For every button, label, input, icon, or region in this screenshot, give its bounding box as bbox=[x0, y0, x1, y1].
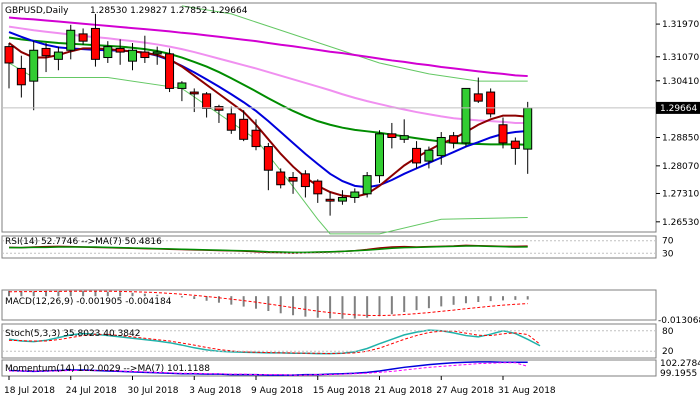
date-label: 15 Aug 2018 bbox=[313, 386, 371, 396]
candle-body bbox=[288, 176, 298, 182]
candle-body bbox=[103, 46, 113, 59]
candle-body bbox=[325, 198, 335, 202]
candle-body bbox=[510, 140, 520, 149]
candle-body bbox=[177, 82, 187, 89]
date-label: 21 Aug 2018 bbox=[375, 386, 433, 396]
candle-body bbox=[424, 149, 434, 162]
candle-body bbox=[152, 51, 162, 55]
candle-body bbox=[226, 113, 236, 131]
candle-body bbox=[436, 136, 446, 157]
candle-body bbox=[412, 147, 422, 164]
date-label: 3 Aug 2018 bbox=[189, 386, 241, 396]
macd-label: MACD(12,26,9) -0.001905 -0.004184 bbox=[5, 297, 172, 307]
panel-frame-macd bbox=[1, 289, 657, 321]
candle-body bbox=[523, 107, 533, 150]
candle-body bbox=[251, 129, 261, 148]
date-label: 9 Aug 2018 bbox=[251, 386, 303, 396]
candle-body bbox=[78, 33, 88, 42]
momentum-tick-label: 99.1955 bbox=[660, 369, 697, 379]
ohlc-values: 1.28530 1.29827 1.27852 1.29664 bbox=[90, 6, 248, 16]
last-price-box bbox=[656, 101, 700, 114]
candle-body bbox=[41, 47, 51, 57]
candle-body bbox=[4, 46, 14, 64]
candle-body bbox=[313, 180, 323, 195]
stochastic-tick-label: 20 bbox=[662, 347, 674, 357]
candle-body bbox=[214, 106, 224, 111]
rsi-label: RSI(14) 52.7746 -->MA(7) 50.4816 bbox=[5, 237, 162, 247]
candle-body bbox=[449, 135, 459, 144]
price-axis: 1.31970 1.31070 1.30410 1.28850 1.28070 1.273… bbox=[656, 20, 700, 228]
stochastic-tick-label: 80 bbox=[662, 327, 674, 337]
momentum-ma-line bbox=[9, 362, 528, 376]
rsi-tick-label: 30 bbox=[662, 249, 674, 259]
candlesticks bbox=[4, 13, 533, 216]
momentum-tick-label: 102.2784 bbox=[660, 359, 700, 369]
stochastic-panel: 80 20 bbox=[2, 327, 674, 357]
momentum-label: Momentum(14) 102.0029 -->MA(7) 101.1188 bbox=[5, 364, 210, 374]
date-label: 31 Aug 2018 bbox=[498, 386, 556, 396]
rsi-ma-line bbox=[9, 245, 528, 254]
candle-body bbox=[90, 27, 100, 60]
candle-body bbox=[276, 171, 286, 186]
panel-frame-stoch bbox=[1, 323, 657, 359]
candle-body bbox=[140, 51, 150, 59]
price-tick-label: 1.27310 bbox=[662, 189, 699, 199]
candle-body bbox=[473, 93, 483, 102]
candle-body bbox=[165, 53, 175, 89]
candle-body bbox=[300, 173, 310, 188]
date-label: 27 Aug 2018 bbox=[436, 386, 494, 396]
stochastic-label: Stoch(5,3,3) 35.8023 40.3842 bbox=[5, 329, 140, 339]
panel-frame-rsi bbox=[1, 235, 657, 259]
candle-body bbox=[337, 196, 347, 202]
date-label: 24 Jul 2018 bbox=[66, 386, 117, 396]
rsi-tick-label: 70 bbox=[662, 237, 674, 247]
macd-panel: -0.013068 bbox=[8, 290, 700, 326]
candle-body bbox=[202, 93, 212, 109]
price-tick-label: 1.28070 bbox=[662, 162, 699, 172]
panel-frame-mom bbox=[1, 359, 657, 377]
candle-body bbox=[29, 49, 39, 82]
price-tick-label: 1.26530 bbox=[662, 218, 699, 228]
candle-body bbox=[16, 67, 26, 86]
candle-body bbox=[239, 118, 249, 140]
candle-body bbox=[350, 191, 360, 198]
candle-body bbox=[387, 133, 397, 138]
candle-body bbox=[399, 135, 409, 140]
candle-body bbox=[461, 87, 471, 144]
candle-body bbox=[263, 146, 273, 171]
candle-body bbox=[189, 91, 199, 95]
price-tick-label: 1.30410 bbox=[662, 77, 699, 87]
date-axis: 18 Jul 2018 24 Jul 2018 30 Jul 2018 3 Aug 2… bbox=[4, 376, 556, 396]
candle-body bbox=[375, 133, 384, 177]
date-label: 30 Jul 2018 bbox=[128, 386, 179, 396]
macd-tick-label: -0.013068 bbox=[658, 316, 700, 326]
price-tick-label: 1.31970 bbox=[662, 20, 699, 30]
candle-body bbox=[486, 91, 496, 115]
candle-body bbox=[66, 29, 76, 51]
last-price-label: 1.29664 bbox=[660, 104, 697, 114]
candle-body bbox=[128, 49, 137, 62]
macd-signal-line bbox=[8, 290, 528, 317]
chart-title: GBPUSD,Daily bbox=[5, 6, 69, 16]
date-label: 18 Jul 2018 bbox=[4, 386, 55, 396]
price-tick-label: 1.31070 bbox=[662, 53, 699, 63]
candle-body bbox=[362, 175, 372, 195]
candle-body bbox=[115, 47, 125, 53]
candle-body bbox=[53, 51, 63, 60]
price-tick-label: 1.28850 bbox=[662, 133, 699, 143]
candle-body bbox=[498, 124, 508, 144]
